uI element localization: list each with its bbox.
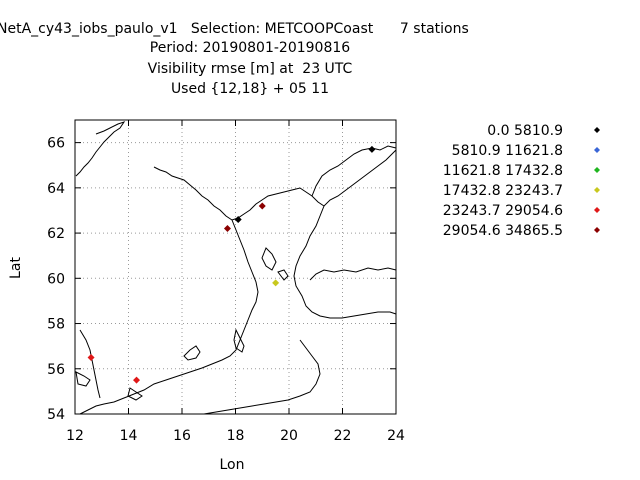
coastline [75, 121, 397, 415]
grid-lines [75, 120, 396, 414]
station-point [368, 145, 376, 153]
legend-marker [594, 127, 600, 133]
x-tick-label: 16 [173, 428, 191, 444]
legend-label: 5810.9 11621.8 [452, 143, 563, 159]
title-line-3: Visibility rmse [m] at 23 UTC [147, 61, 353, 77]
station-point [223, 225, 231, 233]
y-tick-label: 64 [47, 181, 65, 197]
x-axis-label: Lon [220, 457, 245, 473]
legend: 0.0 5810.9 5810.9 11621.8 11621.8 17432.8 1… [443, 123, 600, 239]
axis-ticks: 12 14 16 18 20 22 24 54 56 58 60 62 64 66 [47, 120, 405, 444]
station-points [87, 145, 376, 384]
legend-label: 17432.8 23243.7 [443, 183, 563, 199]
y-tick-label: 60 [47, 271, 65, 287]
station-point [234, 216, 242, 224]
station-point [87, 353, 95, 361]
title-line-4: Used {12,18} + 05 11 [170, 81, 330, 97]
y-tick-label: 54 [47, 407, 65, 423]
station-point [133, 376, 141, 384]
legend-label: 11621.8 17432.8 [443, 163, 563, 179]
title-line-2: Period: 20190801-20190816 [149, 40, 351, 56]
x-tick-label: 18 [227, 428, 245, 444]
y-tick-label: 66 [47, 136, 65, 152]
station-point [258, 202, 266, 210]
x-tick-label: 24 [387, 428, 405, 444]
legend-marker [594, 187, 600, 193]
y-tick-label: 62 [47, 226, 65, 242]
legend-marker [594, 227, 600, 233]
x-tick-label: 14 [120, 428, 138, 444]
x-tick-label: 22 [334, 428, 352, 444]
legend-label: 29054.6 34865.5 [443, 223, 563, 239]
y-tick-label: 58 [47, 317, 65, 333]
legend-marker [594, 167, 600, 173]
x-tick-label: 20 [280, 428, 298, 444]
legend-label: 0.0 5810.9 [487, 123, 563, 139]
y-axis-label: Lat [8, 257, 24, 279]
legend-label: 23243.7 29054.6 [443, 203, 563, 219]
station-point [272, 279, 280, 287]
x-tick-label: 12 [66, 428, 84, 444]
legend-marker [594, 207, 600, 213]
legend-marker [594, 147, 600, 153]
y-tick-label: 56 [47, 362, 65, 378]
title-line-1: NetA_cy43_iobs_paulo_v1 Selection: METCO… [0, 21, 469, 37]
